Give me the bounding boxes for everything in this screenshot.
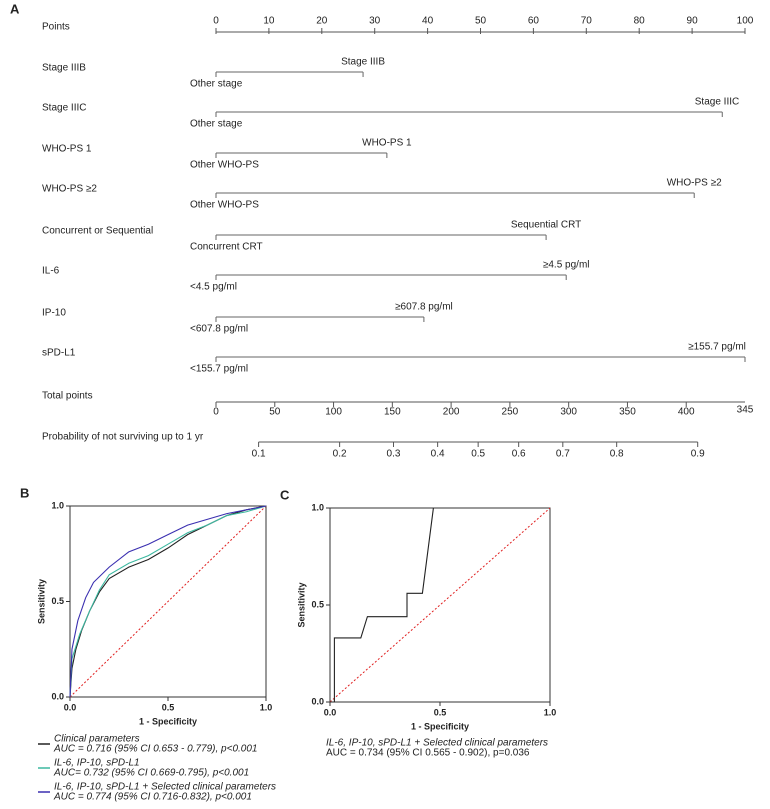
tick-label: 0	[213, 16, 219, 27]
y-axis-label: Sensitivity	[36, 579, 46, 624]
row-label: sPD-L1	[42, 348, 76, 359]
tick-label: 10	[263, 16, 275, 27]
low-label: Other WHO-PS	[190, 200, 259, 211]
reference-line	[329, 507, 551, 703]
roc-curve	[330, 507, 434, 703]
tick-label: 60	[528, 16, 540, 27]
row-label: WHO-PS ≥2	[42, 184, 97, 195]
legend-auc: AUC= 0.732 (95% CI 0.669-0.795), p<0.001	[53, 768, 249, 779]
tick-label: 50	[475, 16, 487, 27]
legend-auc: AUC = 0.734 (95% CI 0.565 - 0.902), p=0.…	[326, 748, 530, 759]
tick-label: 0.5	[162, 702, 175, 712]
axis-end-label: 345	[737, 405, 754, 416]
row-label: IL-6	[42, 266, 60, 277]
high-label: Sequential CRT	[511, 220, 581, 231]
low-label: Other WHO-PS	[190, 160, 259, 171]
legend-name: Clinical parameters	[54, 734, 140, 745]
row-label: Concurrent or Sequential	[42, 226, 153, 237]
high-label: Stage IIIB	[341, 57, 385, 68]
roc-curve	[69, 505, 267, 698]
low-label: <607.8 pg/ml	[190, 324, 248, 335]
panel-label: C	[280, 487, 290, 502]
tick-label: 0.0	[51, 691, 64, 701]
tick-label: 1.0	[260, 702, 273, 712]
tick-label: 1.0	[544, 707, 557, 717]
tick-label: 300	[560, 407, 577, 418]
y-axis-label: Sensitivity	[296, 582, 306, 627]
tick-label: 150	[384, 407, 401, 418]
row-label: Total points	[42, 391, 93, 402]
low-label: <4.5 pg/ml	[190, 282, 237, 293]
tick-label: 250	[502, 407, 519, 418]
tick-label: 0.6	[512, 449, 526, 460]
row-label: Stage IIIC	[42, 103, 86, 114]
reference-line	[69, 505, 267, 698]
x-axis-label: 1 - Specificity	[139, 716, 197, 726]
high-label: WHO-PS 1	[362, 138, 412, 149]
legend-name: IL-6, IP-10, sPD-L1 + Selected clinical …	[326, 738, 548, 749]
tick-label: 30	[369, 16, 381, 27]
row-label: Probability of not surviving up to 1 yr	[42, 432, 204, 443]
panel-label: B	[20, 485, 29, 500]
panel-label: A	[10, 1, 20, 16]
tick-label: 0.1	[252, 449, 266, 460]
low-label: Other stage	[190, 79, 243, 90]
tick-label: 0	[213, 407, 219, 418]
low-label: Other stage	[190, 119, 243, 130]
tick-label: 0.5	[311, 599, 324, 609]
low-label: <155.7 pg/ml	[190, 364, 248, 375]
tick-label: 20	[316, 16, 328, 27]
row-label: IP-10	[42, 308, 66, 319]
high-label: ≥607.8 pg/ml	[395, 302, 453, 313]
tick-label: 90	[687, 16, 699, 27]
tick-label: 0.0	[311, 696, 324, 706]
tick-label: 0.5	[471, 449, 485, 460]
tick-label: 40	[422, 16, 434, 27]
high-label: ≥4.5 pg/ml	[543, 260, 590, 271]
high-label: WHO-PS ≥2	[667, 178, 722, 189]
tick-label: 0.7	[556, 449, 570, 460]
legend-auc: AUC = 0.716 (95% CI 0.653 - 0.779), p<0.…	[53, 744, 257, 755]
tick-label: 0.0	[64, 702, 77, 712]
legend-auc: AUC = 0.774 (95% CI 0.716-0.832), p<0.00…	[53, 792, 252, 803]
roc-curve	[69, 505, 267, 698]
high-label: ≥155.7 pg/ml	[688, 342, 746, 353]
tick-label: 0.4	[431, 449, 445, 460]
tick-label: 70	[581, 16, 593, 27]
tick-label: 100	[737, 16, 754, 27]
tick-label: 0.8	[610, 449, 624, 460]
legend-name: IL-6, IP-10, sPD-L1	[54, 758, 140, 769]
tick-label: 50	[269, 407, 281, 418]
tick-label: 0.5	[434, 707, 447, 717]
tick-label: 80	[634, 16, 646, 27]
tick-label: 0.0	[324, 707, 337, 717]
tick-label: 0.2	[333, 449, 347, 460]
tick-label: 200	[443, 407, 460, 418]
tick-label: 0.9	[691, 449, 705, 460]
tick-label: 0.5	[51, 596, 64, 606]
tick-label: 0.3	[387, 449, 401, 460]
tick-label: 1.0	[51, 500, 64, 510]
row-label: Points	[42, 22, 70, 33]
row-label: WHO-PS 1	[42, 144, 92, 155]
tick-label: 100	[325, 407, 342, 418]
low-label: Concurrent CRT	[190, 242, 263, 253]
tick-label: 400	[678, 407, 695, 418]
row-label: Stage IIIB	[42, 63, 86, 74]
legend-name: IL-6, IP-10, sPD-L1 + Selected clinical …	[54, 782, 276, 793]
tick-label: 350	[619, 407, 636, 418]
x-axis-label: 1 - Specificity	[411, 721, 469, 731]
tick-label: 1.0	[311, 502, 324, 512]
high-label: Stage IIIC	[695, 97, 739, 108]
